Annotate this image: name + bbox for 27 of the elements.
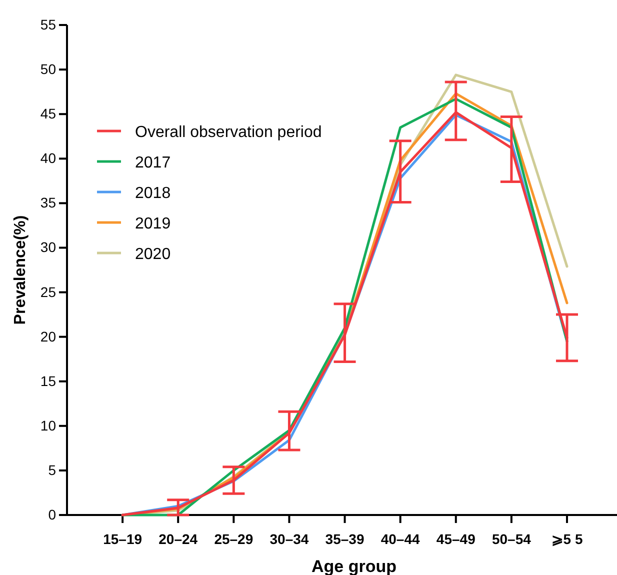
legend-label: Overall observation period (135, 124, 322, 141)
legend-label: 2017 (135, 154, 171, 172)
y-tick-label: 45 (40, 106, 56, 122)
y-tick-label: 20 (40, 328, 56, 344)
legend-label: 2019 (135, 216, 171, 232)
y-tick-label: 25 (40, 284, 56, 300)
y-tick-label: 0 (48, 506, 56, 522)
y-tick-label: 40 (40, 150, 56, 166)
x-tick-label: 40–44 (380, 531, 420, 548)
x-tick-label: 45–49 (436, 531, 476, 548)
x-tick-label: 50–54 (492, 531, 532, 548)
legend-label: 2018 (135, 185, 171, 202)
y-tick-label: 10 (40, 417, 56, 434)
x-tick-label: 35–39 (325, 531, 364, 548)
x-tick-label: 25–29 (214, 531, 254, 548)
x-tick-label: 20–24 (158, 531, 198, 548)
y-tick-label: 30 (40, 239, 56, 256)
y-tick-label: 5 (48, 462, 56, 478)
y-axis-title: Prevalence(%) (12, 215, 29, 325)
legend-label: 2020 (135, 246, 171, 263)
y-tick-label: 35 (40, 194, 56, 211)
x-tick-label: 15–19 (103, 531, 142, 548)
x-tick-label: ⩾5 5 (551, 531, 583, 548)
y-tick-label: 55 (40, 16, 56, 32)
y-tick-label: 15 (40, 372, 56, 389)
y-tick-label: 50 (40, 61, 56, 78)
x-tick-label: 30–34 (270, 531, 309, 548)
